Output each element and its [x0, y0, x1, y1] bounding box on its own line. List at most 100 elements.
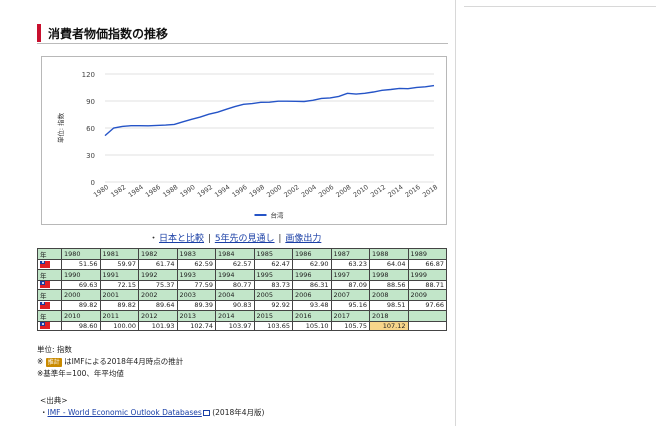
value-cell: 89.39: [176, 300, 216, 311]
year-cell: 1983: [176, 248, 216, 260]
year-cell: 1997: [330, 268, 370, 281]
value-cell: 61.74: [138, 259, 178, 270]
year-cell: 2006: [292, 289, 332, 301]
forecast-link[interactable]: 5年先の見通し: [214, 234, 275, 244]
taiwan-flag-icon: [40, 260, 50, 268]
value-cell: 97.66: [407, 300, 447, 311]
imf-weo-link[interactable]: IMF - World Economic Outlook Databases: [47, 408, 202, 417]
value-cell: 83.73: [253, 279, 293, 290]
compare-japan-link[interactable]: 日本と比較: [159, 234, 205, 244]
year-cell: 2005: [253, 289, 293, 301]
value-cell: 95.16: [330, 300, 370, 311]
year-cell: 1992: [138, 268, 178, 281]
value-cell: 103.65: [253, 320, 293, 331]
value-cell: 105.10: [292, 320, 332, 331]
value-cell: 66.87: [407, 259, 447, 270]
y-tick-label: 60: [86, 125, 95, 133]
year-cell: 2017: [330, 309, 370, 322]
value-cell: 80.77: [215, 279, 255, 290]
value-cell: [407, 320, 447, 331]
image-export-link[interactable]: 画像出力: [285, 234, 322, 244]
value-cell: 59.97: [99, 259, 139, 270]
year-cell: 1999: [407, 268, 447, 281]
x-tick-label: 2012: [369, 183, 387, 199]
value-cell: 105.75: [330, 320, 370, 331]
value-cell: 62.47: [253, 259, 293, 270]
series-line-taiwan: [104, 84, 435, 137]
table-year-row: 年 1990 1991 1992 1993 1994 1995 1996 1997 1998 199…: [37, 268, 447, 281]
year-cell: 2001: [99, 289, 139, 301]
value-cell: 92.92: [253, 300, 293, 311]
table-year-row: 年 2010 2011 2012 2013 2014 2015 2016 2017 2018: [37, 309, 447, 322]
source-bullet: ・: [40, 408, 48, 417]
x-tick-label: 2010: [352, 183, 370, 199]
year-cell: 2018: [369, 309, 409, 322]
source-block: <出典> ・IMF - World Economic Outlook Datab…: [40, 395, 264, 419]
year-cell: 1986: [292, 248, 332, 260]
source-item: ・IMF - World Economic Outlook Databases …: [40, 407, 264, 419]
year-cell: 1995: [253, 268, 293, 281]
cpi-data-table: 年 1980 1981 1982 1983 1984 1985 1986 1987 1988 198…: [37, 248, 447, 331]
value-cell: 86.31: [292, 279, 332, 290]
source-label: <出典>: [40, 396, 68, 405]
value-cell: 51.56: [61, 259, 101, 270]
value-cell: 98.60: [61, 320, 101, 331]
year-cell: [407, 309, 447, 322]
flag-cell: [37, 300, 62, 311]
value-cell: 100.00: [99, 320, 139, 331]
value-cell: 63.23: [330, 259, 370, 270]
year-cell: 2012: [138, 309, 178, 322]
x-tick-label: 1994: [213, 183, 231, 199]
section-title: 消費者物価指数の推移: [48, 27, 169, 41]
year-cell: 2016: [292, 309, 332, 322]
right-column-top-border: [464, 6, 656, 7]
y-axis-label: 単位: 指数: [56, 112, 65, 143]
value-cell: 64.04: [369, 259, 409, 270]
section-header-accent: [37, 24, 41, 42]
value-cell: 75.37: [138, 279, 178, 290]
y-tick-label: 0: [91, 179, 95, 187]
table-value-row: 69.63 72.15 75.37 77.59 80.77 83.73 86.31 87.09…: [37, 279, 447, 290]
year-cell: 1984: [215, 248, 255, 260]
estimate-badge: 推計: [45, 357, 62, 367]
year-cell: 1985: [253, 248, 293, 260]
table-value-row: 98.60 100.00 101.93 102.74 103.97 103.65 105.1…: [37, 320, 447, 331]
value-cell: 102.74: [176, 320, 216, 331]
table-value-row: 51.56 59.97 61.74 62.59 62.57 62.47 62.90 63.23…: [37, 259, 447, 270]
section-header: 消費者物価指数の推移: [37, 24, 448, 44]
value-cell: 62.59: [176, 259, 216, 270]
year-cell: 1980: [61, 248, 101, 260]
legend-label: 台湾: [271, 211, 285, 220]
y-tick-label: 90: [86, 98, 95, 106]
year-cell: 2011: [99, 309, 139, 322]
year-cell: 2000: [61, 289, 101, 301]
value-cell: 89.82: [99, 300, 139, 311]
x-tick-label: 2006: [317, 183, 335, 199]
value-cell: 72.15: [99, 279, 139, 290]
value-cell: 101.93: [138, 320, 178, 331]
year-cell: 1994: [215, 268, 255, 281]
year-cell: 2004: [215, 289, 255, 301]
value-cell: 103.97: [215, 320, 255, 331]
year-cell: 2013: [176, 309, 216, 322]
x-tick-label: 1998: [248, 183, 266, 199]
estimate-note-text: はIMFによる2018年4月時点の推計: [64, 357, 184, 366]
x-tick-label: 1982: [109, 183, 127, 199]
x-tick-label: 1988: [161, 183, 179, 199]
year-cell: 2014: [215, 309, 255, 322]
x-tick-label: 2000: [265, 183, 283, 199]
x-tick-label: 2002: [282, 183, 300, 199]
taiwan-flag-icon: [40, 301, 50, 309]
year-cell: 2010: [61, 309, 101, 322]
year-cell: 1998: [369, 268, 409, 281]
year-cell: 2002: [138, 289, 178, 301]
x-tick-label: 1992: [196, 183, 214, 199]
source-date: (2018年4月版): [212, 408, 265, 417]
row-label-cell: 年: [37, 248, 62, 260]
year-cell: 2009: [407, 289, 447, 301]
table-year-row: 年 1980 1981 1982 1983 1984 1985 1986 1987 1988 198…: [37, 248, 447, 260]
year-cell: 1981: [99, 248, 139, 260]
year-cell: 1991: [99, 268, 139, 281]
value-cell: 89.82: [61, 300, 101, 311]
